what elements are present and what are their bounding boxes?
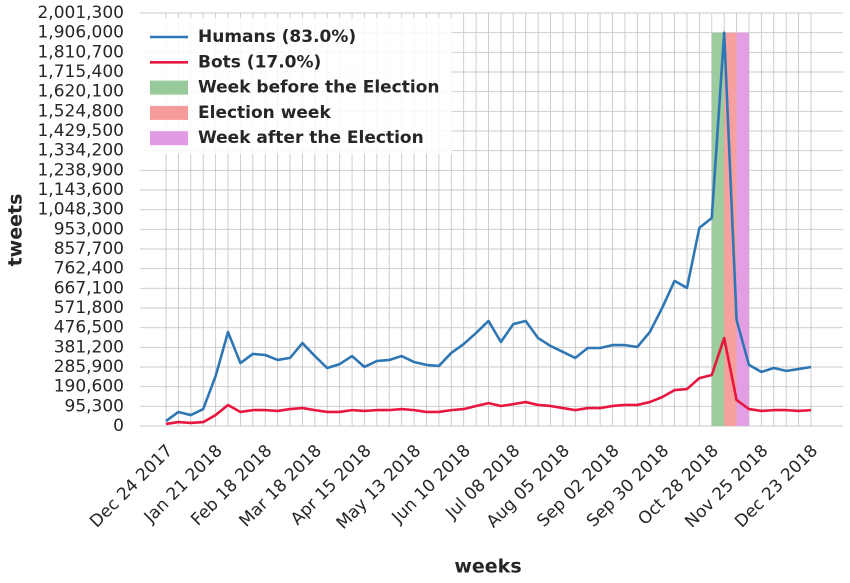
y-tick-label: 1,429,500 [37,121,124,141]
y-tick-label: 2,001,300 [37,3,124,23]
legend-patch [150,131,188,146]
y-tick-label: 190,600 [54,377,124,397]
y-tick-label: 0 [113,416,124,436]
x-axis-label: weeks [454,556,521,578]
legend-label: Bots (17.0%) [198,52,321,72]
y-tick-label: 1,334,200 [37,141,124,161]
legend-box [140,18,452,154]
legend-patch [150,105,188,120]
y-tick-label: 667,100 [54,278,124,298]
y-tick-label: 1,906,000 [37,23,124,43]
y-tick-label: 857,700 [54,239,124,259]
y-tick-label: 1,810,700 [37,42,124,62]
y-tick-label: 762,400 [54,259,124,279]
span [711,32,725,427]
y-axis-label: tweets [5,194,27,267]
y-tick-label: 1,238,900 [37,160,124,180]
y-tick-label: 1,143,600 [37,180,124,200]
y-tick-label: 476,500 [54,318,124,338]
legend-label: Humans (83.0%) [198,27,356,47]
span [736,32,749,427]
y-tick-label: 953,000 [54,219,124,239]
series-line [165,31,812,423]
legend-patch [150,80,188,95]
legend-label: Week before the Election [198,78,440,98]
legend-label: Week after the Election [198,128,424,148]
legend-label: Election week [198,103,331,123]
y-tick-label: 1,715,400 [37,62,124,82]
series-line [165,336,812,426]
lines [165,31,812,426]
y-tick-label: 1,524,800 [37,101,124,121]
y-tick-label: 571,800 [54,298,124,318]
y-tick-label: 285,900 [54,357,124,377]
y-tick-label: 1,620,100 [37,82,124,102]
y-tick-label: 95,300 [65,396,124,416]
y-tick-label: 381,200 [54,337,124,357]
legend: Humans (83.0%) Bots (17.0%) Week before th… [150,27,440,148]
y-tick-label: 1,048,300 [37,200,124,220]
